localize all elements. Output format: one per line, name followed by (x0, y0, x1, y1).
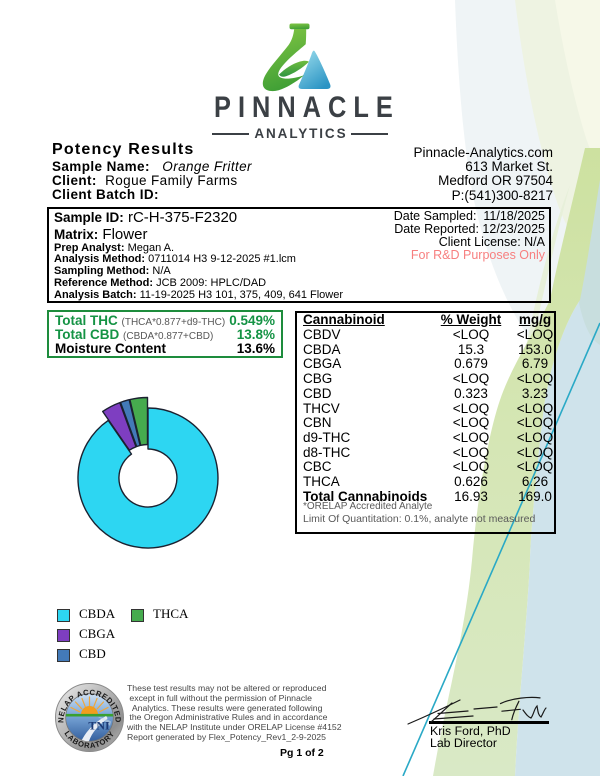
svg-text:TNI: TNI (88, 719, 110, 733)
